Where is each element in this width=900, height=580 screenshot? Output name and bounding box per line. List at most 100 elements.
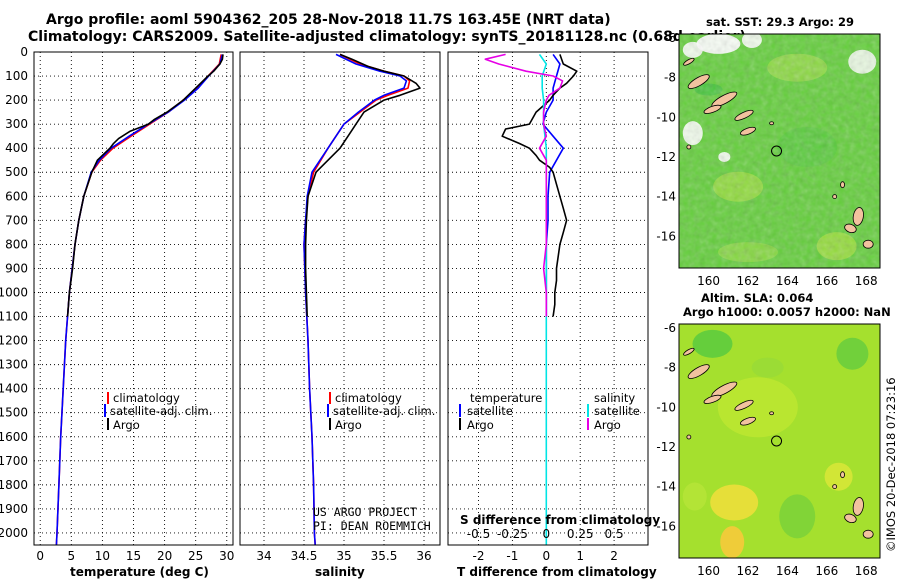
- sla-map-frame: [678, 323, 881, 559]
- sst-map-title: sat. SST: 29.3 Argo: 29: [706, 15, 854, 29]
- map-x-tick-label: 166: [815, 274, 838, 288]
- legend-argo: Argo: [113, 418, 140, 432]
- sst-map: [679, 34, 880, 268]
- map-x-tick-label: 166: [815, 564, 838, 578]
- depth-tick-label: 1900: [0, 502, 28, 516]
- sst-map-axes: 160 162 164 166 168 -6 -8 -10 -12 -14 -16: [656, 31, 877, 288]
- map-x-tick-label: 168: [855, 274, 878, 288]
- imos-watermark: ©IMOS 20-Dec-2018 07:23:16: [884, 377, 898, 552]
- depth-tick-label: 800: [5, 237, 28, 251]
- island-shape: [739, 416, 756, 426]
- island-shape: [862, 529, 874, 539]
- depth-tick-label: 0: [20, 45, 28, 59]
- difference-panel: [447, 51, 649, 546]
- map-color-patch: [710, 484, 759, 521]
- depth-tick-label: 400: [5, 141, 28, 155]
- x-tick-label: -2: [473, 549, 485, 563]
- sla-map-axes: 160 162 164 166 168 -6 -8 -10 -12 -14 -16: [656, 321, 877, 578]
- salinity-panel-frame: [239, 51, 441, 546]
- legend-satellite: satellite-adj. clim.: [110, 404, 212, 418]
- depth-tick-label: 300: [5, 117, 28, 131]
- x-tick-label: 20: [157, 549, 172, 563]
- temperature-legend: climatology satellite-adj. clim. Argo: [104, 391, 212, 432]
- map-color-patch: [682, 482, 707, 511]
- x-tick-label: 0.5: [605, 527, 624, 541]
- map-y-tick-label: -16: [656, 519, 676, 533]
- island-shape: [687, 74, 710, 89]
- island-shape: [734, 109, 754, 121]
- depth-tick-label: 1100: [0, 310, 28, 324]
- t-difference-axis-label: T difference from climatology: [457, 565, 657, 579]
- s-difference-axis-label: S difference from climatology: [460, 513, 660, 527]
- legend-salinity-title: salinity: [594, 391, 635, 405]
- depth-tick-label: 500: [5, 165, 28, 179]
- series-line-argo: [304, 53, 421, 317]
- map-x-tick-label: 164: [776, 274, 799, 288]
- map-y-tick-label: -10: [656, 110, 676, 124]
- island-shape: [852, 497, 864, 516]
- map-color-patch: [824, 462, 853, 491]
- island-shape: [844, 513, 857, 524]
- x-tick-label: 5: [67, 549, 75, 563]
- map-y-tick-label: -8: [664, 361, 676, 375]
- depth-tick-label: 1700: [0, 454, 28, 468]
- legend-s-satellite: satellite: [594, 404, 640, 418]
- island-shape: [734, 399, 754, 411]
- credit-line1: US ARGO PROJECT: [313, 505, 417, 519]
- island-shape: [832, 484, 838, 490]
- x-tick-label: -0.25: [497, 527, 528, 541]
- sla-map: [679, 324, 880, 558]
- island-shape: [840, 181, 845, 189]
- temperature-panel: [33, 51, 234, 546]
- depth-tick-label: 1800: [0, 478, 28, 492]
- legend-t-satellite: satellite: [467, 404, 513, 418]
- depth-tick-label: 1200: [0, 334, 28, 348]
- map-y-tick-label: -12: [656, 440, 676, 454]
- map-color-patch: [692, 329, 733, 358]
- salinity-legend: climatology satellite-adj. clim. Argo: [327, 391, 435, 432]
- island-shape: [686, 434, 692, 440]
- island-shape: [703, 394, 722, 404]
- legend-t-argo: Argo: [467, 418, 494, 432]
- salinity-x-axis: 34 34.5 35 35.5 36: [256, 549, 431, 563]
- series-line-climatology: [303, 53, 411, 546]
- x-tick-label: 0: [542, 527, 550, 541]
- x-tick-label: 35.5: [371, 549, 398, 563]
- legend-temperature-title: temperature: [470, 391, 542, 405]
- map-y-tick-label: -6: [664, 31, 676, 45]
- x-tick-label: 0.25: [567, 527, 594, 541]
- title-line1: Argo profile: aoml 5904362_205 28-Nov-20…: [46, 12, 611, 28]
- temperature-axis-label: temperature (deg C): [70, 565, 209, 579]
- depth-tick-label: 1400: [0, 382, 28, 396]
- depth-tick-label: 1300: [0, 358, 28, 372]
- depth-tick-label: 1000: [0, 285, 28, 299]
- island-shape: [769, 121, 775, 126]
- x-tick-label: 34: [256, 549, 271, 563]
- island-shape: [739, 126, 756, 136]
- temperature-panel-frame: [33, 51, 234, 546]
- x-tick-label: 30: [219, 549, 234, 563]
- map-x-tick-label: 162: [737, 564, 760, 578]
- sst-map-texture: [679, 34, 880, 268]
- salinity-axis-label: salinity: [315, 565, 365, 579]
- depth-tick-label: 200: [5, 93, 28, 107]
- map-color-patch: [836, 337, 869, 370]
- legend-climatology: climatology: [113, 391, 180, 405]
- series-line-s-argo: [484, 53, 564, 317]
- series-line-satellite-adj-clim-: [303, 53, 408, 546]
- map-y-tick-label: -14: [656, 190, 676, 204]
- t-difference-x-axis: -2 -1 0 1 2: [473, 549, 618, 563]
- x-tick-label: 36: [416, 549, 431, 563]
- island-shape: [686, 144, 692, 150]
- credit-line2: PI: DEAN ROEMMICH: [313, 519, 431, 533]
- map-x-tick-label: 162: [737, 274, 760, 288]
- x-tick-label: 34.5: [291, 549, 318, 563]
- island-shape: [844, 223, 857, 234]
- difference-panel-frame: [447, 51, 649, 546]
- sla-map-title-line1: Altim. SLA: 0.064: [701, 291, 813, 305]
- map-y-tick-label: -16: [656, 229, 676, 243]
- map-color-patch: [717, 377, 798, 438]
- x-tick-label: 10: [95, 549, 110, 563]
- depth-tick-label: 1600: [0, 430, 28, 444]
- sla-argo-location-marker: [771, 435, 783, 447]
